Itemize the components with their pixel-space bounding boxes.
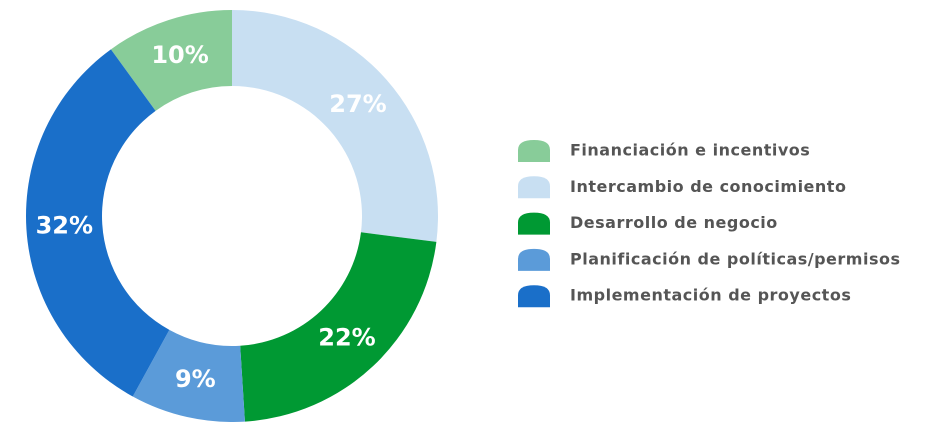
value-label: 10% (151, 41, 208, 69)
legend-swatch (518, 248, 550, 271)
value-label: 27% (329, 90, 386, 118)
donut-segment (232, 10, 439, 242)
donut-segment (25, 49, 170, 397)
legend-swatch (518, 285, 550, 308)
value-label: 9% (175, 365, 216, 393)
donut-segment (132, 329, 245, 422)
donut-segment (240, 232, 437, 422)
value-label: 32% (36, 212, 93, 240)
legend-swatch (518, 140, 550, 162)
legend-label: Desarrollo de negocio (570, 213, 778, 232)
legend-label: Planificación de políticas/permisos (570, 249, 901, 268)
legend-swatch (518, 176, 550, 199)
legend-label: Financiación e incentivos (570, 141, 810, 160)
legend-swatch (518, 212, 550, 235)
value-label: 22% (318, 323, 375, 351)
legend-label: Implementación de proyectos (570, 286, 851, 305)
donut-segment (110, 10, 232, 111)
legend-label: Intercambio de conocimiento (570, 177, 846, 196)
